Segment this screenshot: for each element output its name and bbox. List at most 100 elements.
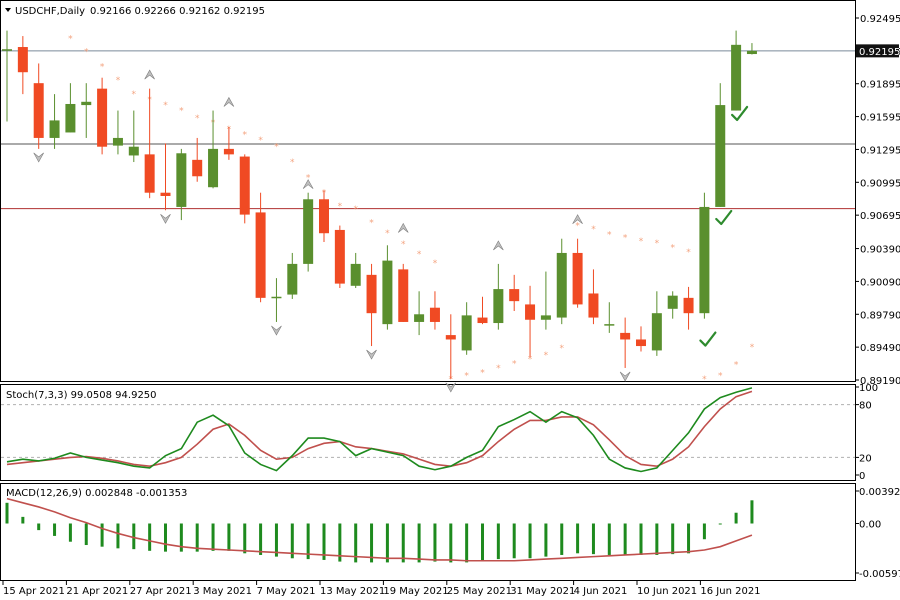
candle-bear: [144, 154, 155, 193]
time-tick-label: 21 Apr 2021: [66, 586, 128, 597]
candle-bear: [588, 293, 599, 318]
psar-dot: *: [338, 202, 343, 212]
ohlc-header: 0.92166 0.92266 0.92162 0.92195: [90, 6, 265, 17]
time-tick-label: 27 Apr 2021: [130, 586, 192, 597]
macd-histogram-bar: [53, 523, 57, 536]
psar-dot: *: [528, 355, 533, 365]
fractal-up-arrow-icon: [397, 222, 409, 233]
candle-bull: [128, 146, 139, 156]
time-tick-label: 7 May 2021: [257, 586, 316, 597]
candle-bull: [746, 50, 757, 55]
candle-bear: [17, 47, 28, 73]
price-tick-label: 0.91595: [860, 113, 900, 124]
candle-bull: [81, 101, 92, 106]
macd-histogram-bar: [623, 523, 627, 555]
macd-histogram-bar: [164, 523, 167, 552]
macd-histogram-bar: [465, 523, 469, 563]
price-tick-label: 0.91295: [860, 145, 900, 156]
fractal-down-arrow-icon: [33, 152, 44, 163]
macd-histogram-bar: [560, 523, 564, 555]
time-tick-label: 4 Jun 2021: [574, 586, 628, 597]
macd-histogram-bar: [639, 523, 643, 555]
stoch-lines: [6, 387, 753, 473]
macd-signal-line: [6, 497, 753, 562]
psar-dot: *: [718, 372, 723, 382]
psar-dot: *: [702, 375, 707, 385]
macd-histogram-bar: [687, 523, 691, 554]
time-axis: 15 Apr 2021 21 Apr 2021 27 Apr 2021 3 May 2…: [2, 581, 761, 597]
main-panel-frame: [0, 0, 856, 382]
candle-bull: [287, 263, 298, 295]
candle-bear: [223, 148, 234, 155]
psar-dot: *: [449, 375, 454, 385]
macd-histogram-bar: [496, 523, 500, 560]
psar-dot: *: [274, 143, 279, 153]
candle-bull: [540, 315, 551, 320]
candle-bear: [620, 332, 631, 340]
candle-bull: [49, 120, 60, 138]
candle-bull: [604, 324, 615, 326]
macd-label: MACD(12,26,9) 0.002848 -0.001353: [6, 488, 187, 499]
time-tick-label: 31 May 2021: [510, 586, 575, 597]
psar-dot: *: [480, 368, 485, 378]
macd-histogram-bar: [84, 523, 88, 546]
checkmark-icon: [699, 331, 717, 347]
candle-bear: [33, 83, 44, 138]
macd-histogram-bar: [734, 512, 738, 524]
candle-bear: [97, 88, 108, 147]
candles: [2, 30, 757, 379]
macd-histogram-bar: [481, 523, 484, 561]
candle-bull: [493, 289, 504, 324]
macd-histogram-bar: [338, 523, 342, 562]
candle-bear: [572, 252, 583, 305]
main-price-axis: 0.92495 0.92195 0.91895 0.91595 0.91295 0.909…: [855, 14, 900, 387]
macd-histogram-bar: [211, 523, 215, 551]
stoch-tick-label: 80: [859, 401, 872, 412]
macd-histogram-bar: [591, 523, 595, 555]
candle-bear: [334, 229, 345, 284]
psar-dot: *: [84, 47, 89, 57]
macd-histogram-bar: [702, 523, 706, 540]
candle-bear: [477, 317, 488, 324]
candle-bear: [160, 192, 171, 196]
candle-bull: [651, 313, 662, 351]
macd-histogram-bar: [227, 523, 231, 551]
psar-dot: *: [560, 344, 565, 354]
psar-dot: *: [179, 107, 184, 117]
chevron-down-icon[interactable]: [5, 8, 11, 12]
candle-bull: [414, 314, 425, 322]
checkmarks: [699, 105, 749, 347]
macd-histogram-bar: [607, 523, 611, 555]
psar-dot: *: [607, 230, 612, 240]
price-tick-label: 0.90390: [860, 245, 900, 256]
macd-histogram-bar: [576, 523, 580, 554]
candle-bear: [509, 289, 520, 302]
main-hlines: [1, 50, 855, 210]
symbol-dropdown[interactable]: [5, 8, 11, 12]
macd-histogram-bar: [433, 523, 437, 562]
stoch-levels: [1, 404, 855, 458]
macd-histogram-bar: [718, 523, 722, 525]
psar-dot: *: [670, 243, 675, 253]
fractal-down-arrow-icon: [619, 371, 631, 382]
candle-bull: [699, 206, 710, 314]
candle-bear: [398, 269, 409, 322]
macd-histogram-bar: [750, 500, 754, 524]
macd-histogram-bar: [354, 523, 358, 563]
candle-bear: [429, 307, 440, 322]
stoch-tick-label: 100: [859, 383, 878, 394]
stoch-label: Stoch(7,3,3) 99.0508 94.9250: [6, 390, 157, 401]
psar-dot: *: [369, 218, 374, 228]
macd-histogram-bar: [306, 523, 310, 560]
macd-histogram-bar: [100, 523, 104, 547]
time-tick-label: 10 Jun 2021: [637, 586, 697, 597]
fractals: [33, 69, 631, 393]
psar-dot: *: [512, 360, 517, 370]
checkmark-icon: [731, 105, 749, 122]
psar-dot: *: [623, 234, 628, 244]
candle-bear: [192, 159, 203, 177]
stoch-signal-line: [6, 390, 753, 468]
candle-bear: [366, 274, 377, 314]
macd-histogram-bar: [132, 523, 136, 550]
fractal-down-arrow-icon: [271, 325, 282, 336]
